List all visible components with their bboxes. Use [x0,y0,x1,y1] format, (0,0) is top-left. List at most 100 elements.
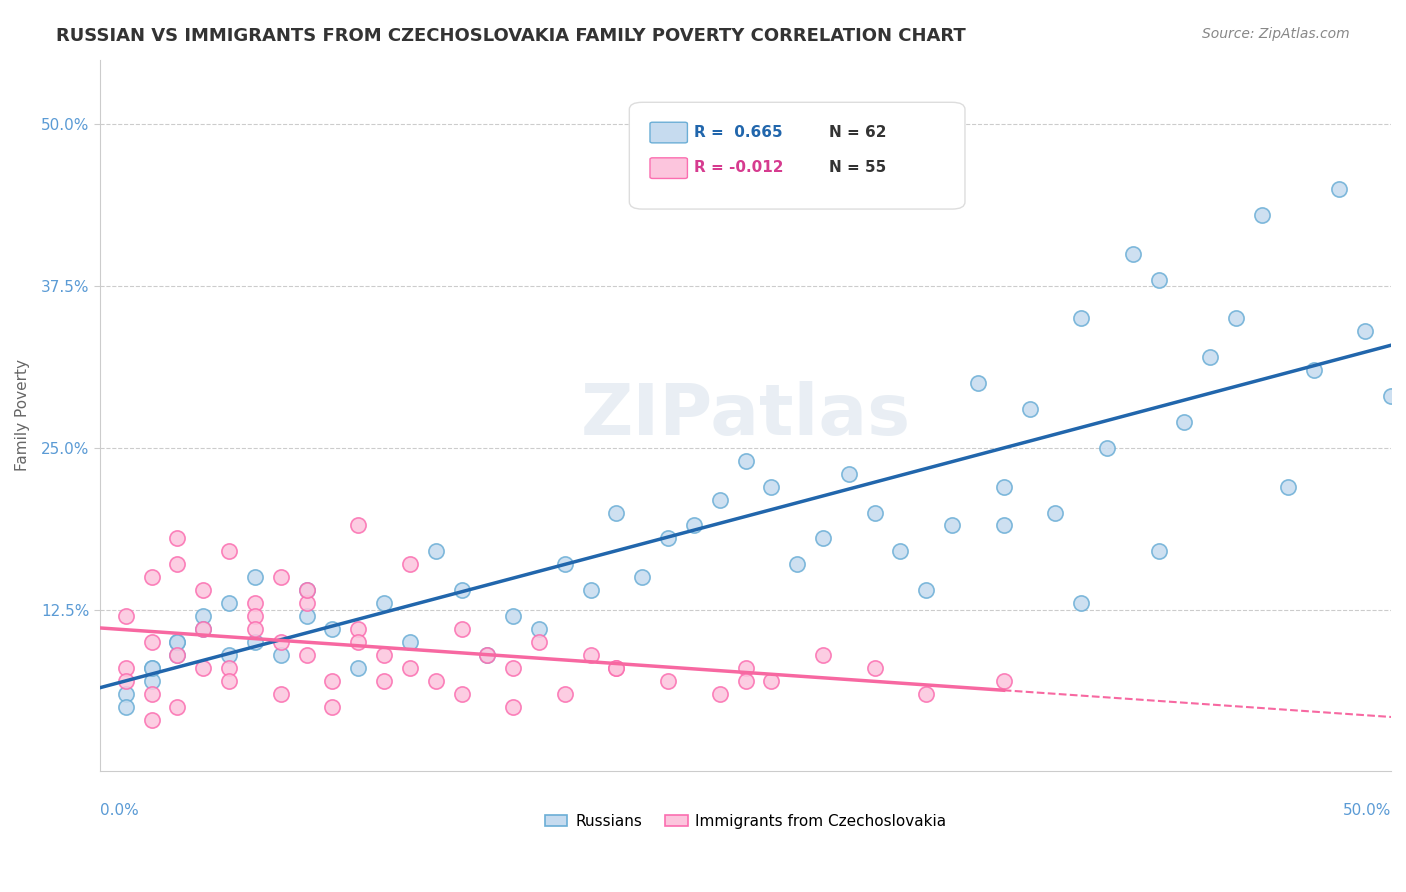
Point [1354,324,1376,338]
Text: ZIPatlas: ZIPatlas [581,381,911,450]
Point [1070,311,1092,326]
Point [1379,389,1402,403]
Text: RUSSIAN VS IMMIGRANTS FROM CZECHOSLOVAKIA FAMILY POVERTY CORRELATION CHART: RUSSIAN VS IMMIGRANTS FROM CZECHOSLOVAKI… [56,27,966,45]
Point [270,635,292,649]
Point [270,687,292,701]
Text: R = -0.012: R = -0.012 [695,161,783,176]
Point [347,622,370,636]
Point [321,699,343,714]
Point [863,506,886,520]
Point [347,661,370,675]
Point [915,583,938,598]
Point [527,635,550,649]
Point [115,673,138,688]
Point [141,661,163,675]
Point [166,648,188,662]
Point [709,492,731,507]
Point [579,648,602,662]
Point [734,673,756,688]
Point [1199,350,1222,364]
Point [554,687,576,701]
Point [579,583,602,598]
Point [1225,311,1247,326]
Point [141,661,163,675]
Point [761,673,783,688]
Point [502,699,524,714]
Point [321,622,343,636]
Point [218,544,240,558]
Point [993,518,1015,533]
Point [993,480,1015,494]
Point [243,570,266,584]
Point [399,635,422,649]
Point [373,596,395,610]
Point [166,532,188,546]
Point [115,687,138,701]
Point [450,583,472,598]
Point [811,648,834,662]
Point [295,596,318,610]
Point [193,622,215,636]
Point [193,583,215,598]
Point [295,648,318,662]
Point [218,673,240,688]
Point [270,570,292,584]
Point [373,648,395,662]
Point [218,648,240,662]
Point [761,480,783,494]
Point [115,661,138,675]
Point [1045,506,1067,520]
Point [141,687,163,701]
Point [193,661,215,675]
Point [270,648,292,662]
Point [243,622,266,636]
Point [115,699,138,714]
Point [1122,246,1144,260]
Point [502,661,524,675]
Point [786,558,808,572]
Text: 0.0%: 0.0% [100,804,139,818]
Point [399,558,422,572]
Point [141,713,163,727]
Text: N = 62: N = 62 [830,125,887,140]
Point [1302,363,1324,377]
Point [554,558,576,572]
Point [166,635,188,649]
Point [347,635,370,649]
Point [1095,441,1118,455]
Point [838,467,860,481]
Point [605,661,627,675]
Point [243,609,266,624]
Point [399,661,422,675]
Point [967,376,990,391]
Text: Source: ZipAtlas.com: Source: ZipAtlas.com [1202,27,1350,41]
FancyBboxPatch shape [650,158,688,178]
Point [450,687,472,701]
Point [657,532,679,546]
Point [1018,402,1040,417]
Point [425,544,447,558]
FancyBboxPatch shape [630,103,965,209]
Point [141,570,163,584]
Point [941,518,963,533]
Point [477,648,499,662]
Point [141,673,163,688]
Point [863,661,886,675]
Legend: Russians, Immigrants from Czechoslovakia: Russians, Immigrants from Czechoslovakia [538,807,953,835]
Point [321,673,343,688]
FancyBboxPatch shape [650,122,688,143]
Point [218,596,240,610]
Point [631,570,654,584]
Point [193,622,215,636]
Point [243,596,266,610]
Y-axis label: Family Poverty: Family Poverty [15,359,30,472]
Point [1147,544,1170,558]
Point [1173,415,1195,429]
Point [243,635,266,649]
Point [115,609,138,624]
Point [527,622,550,636]
Point [1070,596,1092,610]
Point [373,673,395,688]
Text: N = 55: N = 55 [830,161,887,176]
Point [915,687,938,701]
